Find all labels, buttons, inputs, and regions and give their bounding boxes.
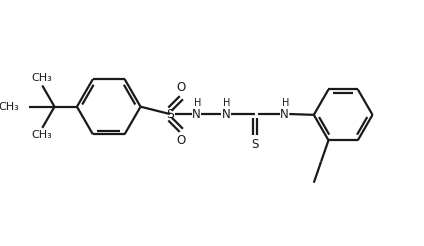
- Text: H: H: [193, 98, 201, 108]
- Text: CH₃: CH₃: [0, 102, 19, 112]
- Text: S: S: [166, 108, 174, 121]
- Text: CH₃: CH₃: [31, 130, 52, 140]
- Text: N: N: [192, 108, 201, 121]
- Text: S: S: [251, 138, 259, 151]
- Text: H: H: [282, 98, 289, 108]
- Text: CH₃: CH₃: [31, 73, 52, 83]
- Text: N: N: [221, 108, 230, 121]
- Text: O: O: [177, 134, 186, 147]
- Text: O: O: [177, 81, 186, 94]
- Text: N: N: [280, 108, 289, 121]
- Text: H: H: [223, 98, 230, 108]
